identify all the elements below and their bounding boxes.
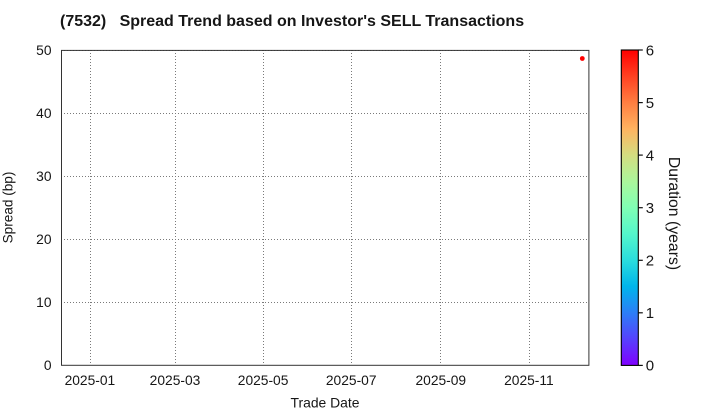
svg-text:2025-07: 2025-07 <box>326 373 377 388</box>
svg-text:Spread (bp): Spread (bp) <box>0 172 15 244</box>
svg-text:2025-09: 2025-09 <box>415 373 466 388</box>
svg-text:0: 0 <box>44 358 52 373</box>
svg-text:4: 4 <box>646 147 654 164</box>
svg-text:10: 10 <box>36 295 52 310</box>
svg-text:2025-03: 2025-03 <box>150 373 201 388</box>
svg-text:20: 20 <box>36 232 52 247</box>
svg-text:50: 50 <box>36 43 52 58</box>
svg-text:1: 1 <box>646 305 654 322</box>
svg-text:2: 2 <box>646 253 654 270</box>
svg-text:0: 0 <box>646 358 654 375</box>
svg-text:30: 30 <box>36 169 52 184</box>
svg-text:(7532) Spread Trend based on: (7532) Spread Trend based on Investor's … <box>60 13 524 30</box>
svg-text:2025-01: 2025-01 <box>65 373 116 388</box>
svg-text:5: 5 <box>646 95 654 112</box>
svg-text:2025-05: 2025-05 <box>238 373 289 388</box>
svg-text:Trade Date: Trade Date <box>291 395 360 411</box>
svg-text:Duration (years): Duration (years) <box>665 157 682 270</box>
svg-text:6: 6 <box>646 42 654 59</box>
svg-text:2025-11: 2025-11 <box>504 373 554 388</box>
svg-text:3: 3 <box>646 200 654 217</box>
svg-text:40: 40 <box>36 106 52 121</box>
